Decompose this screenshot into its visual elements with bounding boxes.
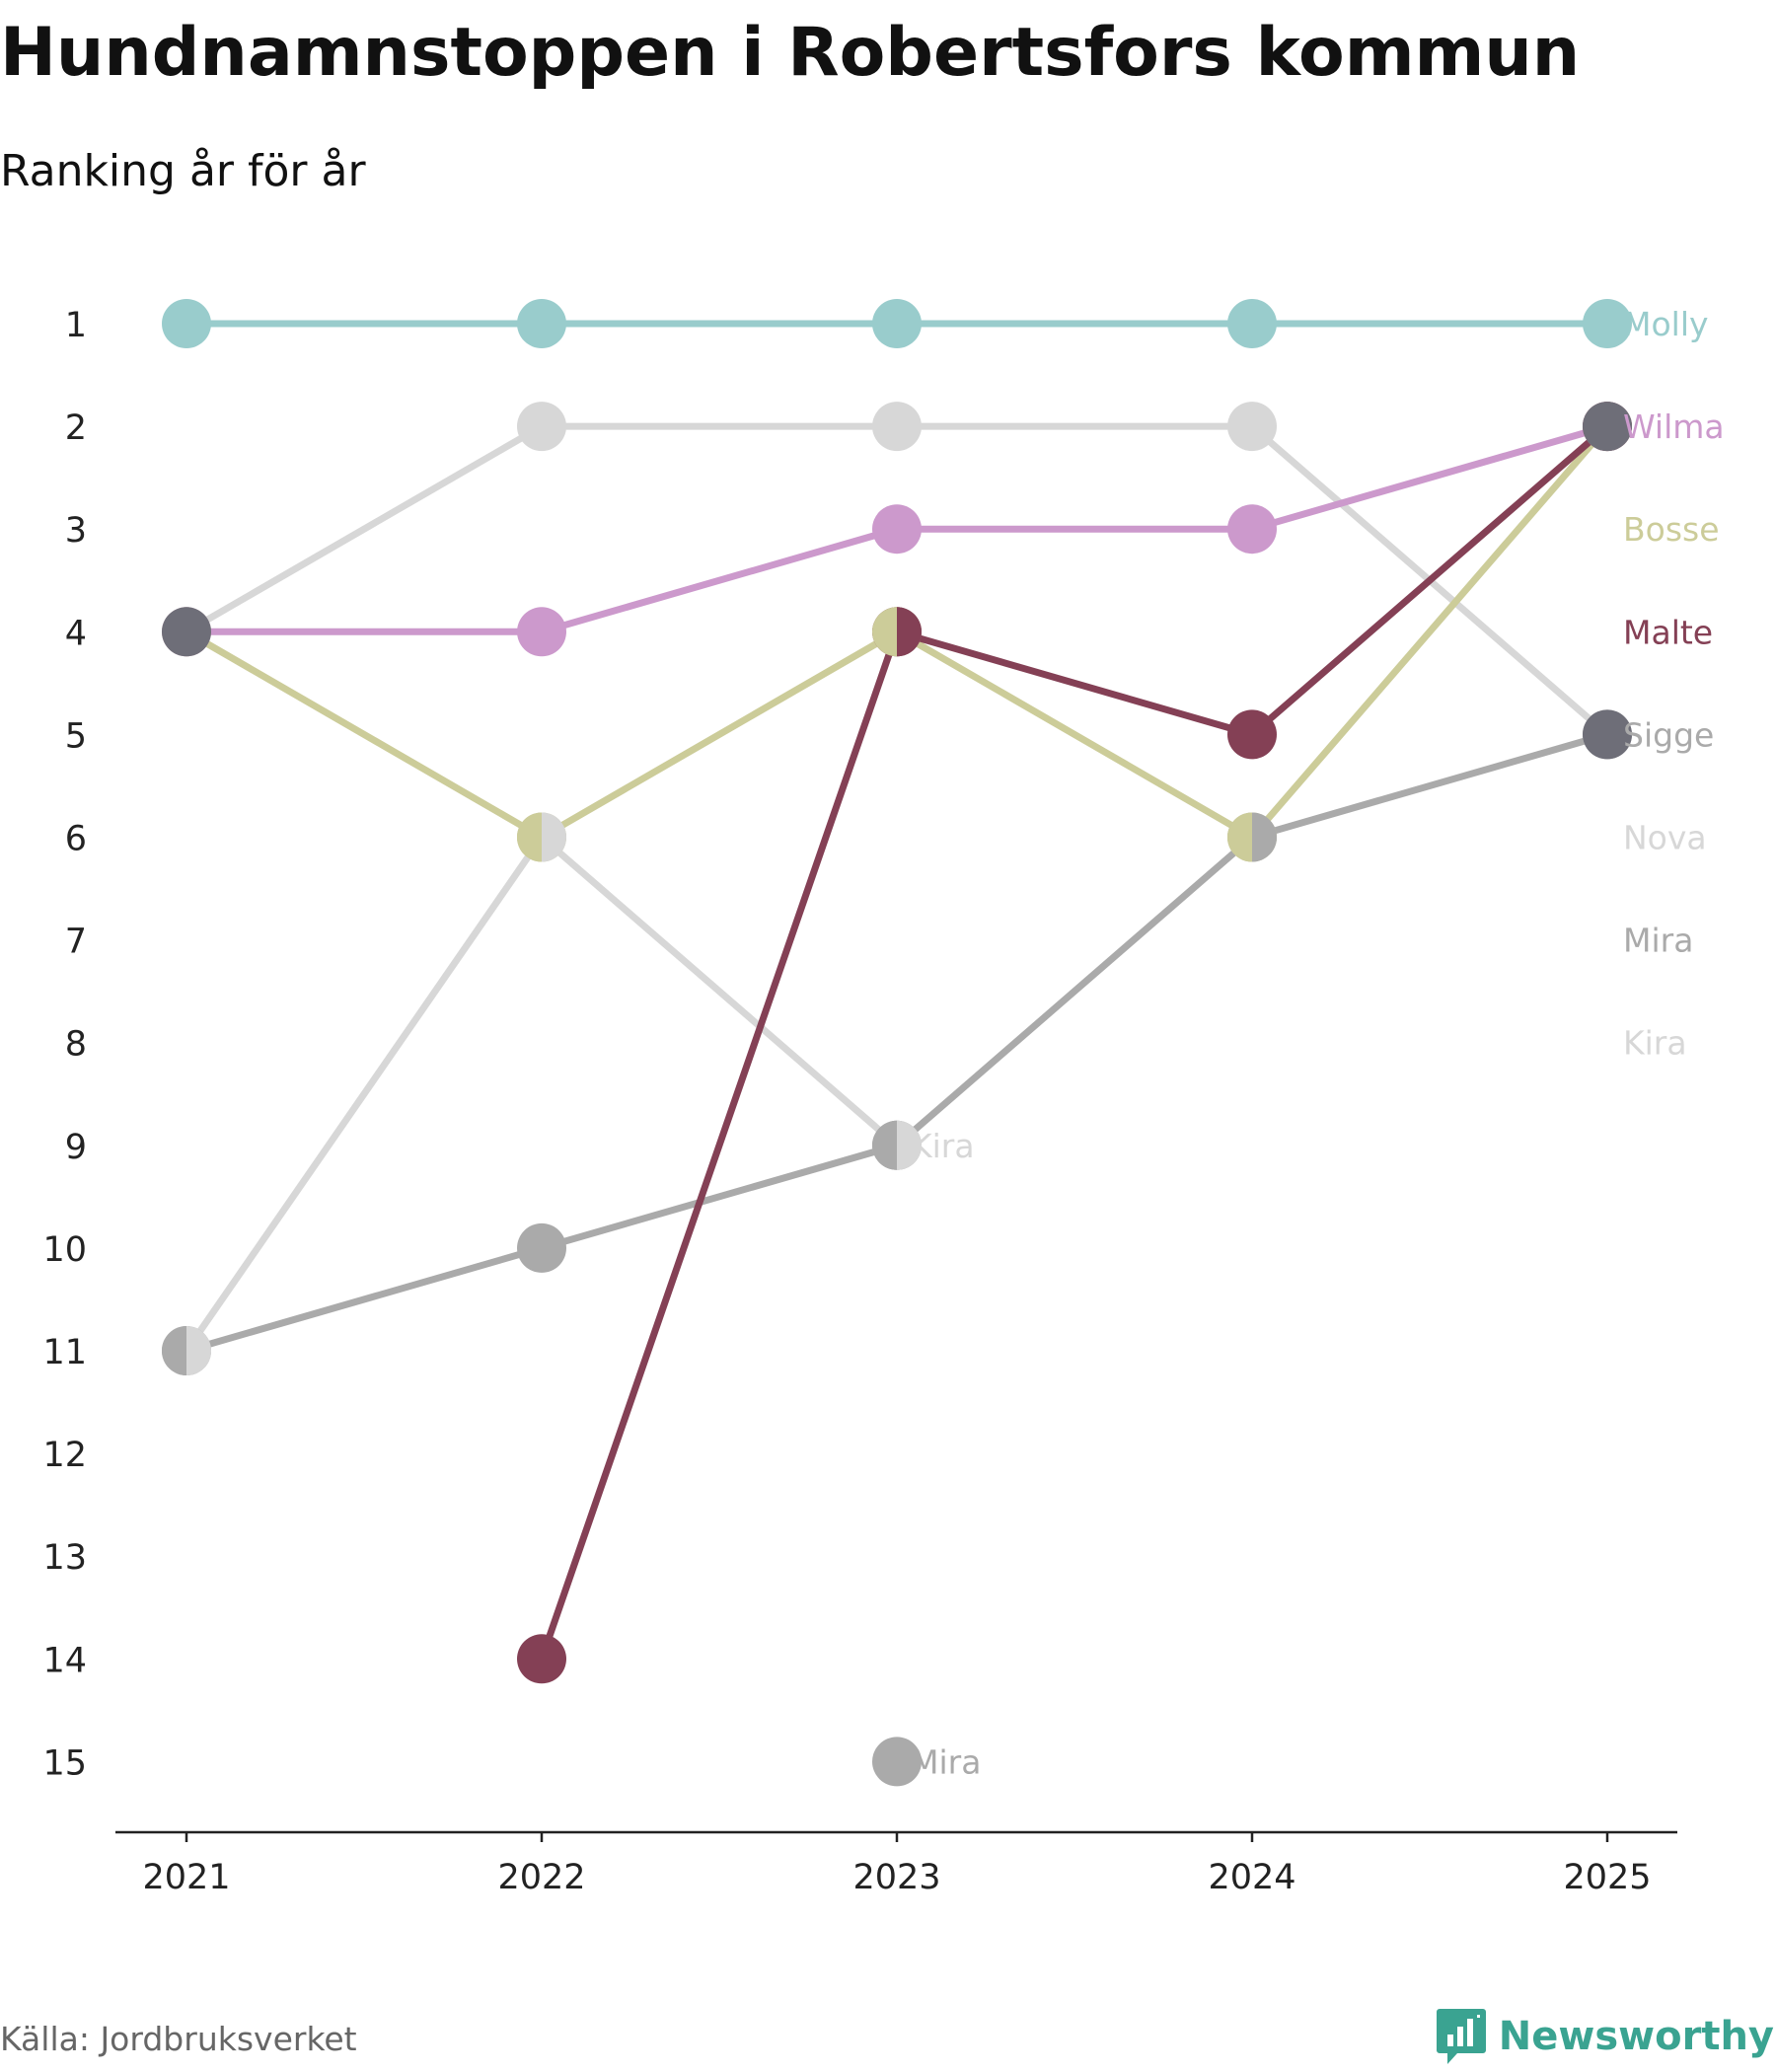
data-point — [517, 402, 566, 452]
series-line-segment — [893, 628, 1256, 738]
brand-logo: Newsworthy — [1436, 2007, 1774, 2066]
split-point — [1227, 812, 1277, 862]
y-tick-label: 11 — [42, 1333, 87, 1372]
y-tick-label: 15 — [42, 1743, 87, 1783]
bar-chart-speech-bubble-icon — [1436, 2009, 1486, 2064]
series-malte — [538, 422, 1611, 1663]
series-label-sigge: Sigge — [1623, 715, 1714, 754]
data-point — [517, 299, 566, 348]
x-tick-label: 2022 — [497, 1858, 585, 1897]
y-tick-label: 13 — [42, 1538, 87, 1578]
data-point — [872, 504, 922, 555]
y-tick-label: 8 — [65, 1025, 87, 1065]
data-point — [517, 1222, 566, 1273]
split-point-right — [1252, 812, 1277, 862]
points-sigge — [872, 1737, 922, 1787]
series-line-segment — [183, 422, 546, 635]
data-point — [872, 1737, 922, 1787]
y-tick-label: 1 — [65, 306, 87, 345]
inline-label-kira: Kira — [911, 1127, 975, 1165]
split-point — [872, 607, 922, 657]
data-point — [1227, 299, 1277, 348]
series-line-segment — [1248, 422, 1611, 841]
x-tick-label: 2023 — [852, 1858, 940, 1897]
shared-point — [1583, 709, 1632, 760]
x-tick-label: 2024 — [1208, 1858, 1295, 1897]
x-tick-label: 2025 — [1563, 1858, 1651, 1897]
series-bosse — [183, 422, 1611, 841]
y-tick-label: 10 — [42, 1230, 87, 1270]
y-tick-label: 6 — [65, 820, 87, 859]
data-point — [872, 299, 922, 348]
split-point-right — [897, 607, 922, 657]
series-line-segment — [893, 628, 1256, 841]
y-tick-label: 9 — [65, 1128, 87, 1167]
series-line-segment — [538, 834, 901, 1149]
y-tick-label: 5 — [65, 716, 87, 756]
data-point — [162, 299, 211, 348]
series-kira — [183, 834, 901, 1355]
points-nova — [162, 402, 1632, 760]
series-label-molly: Molly — [1623, 305, 1709, 343]
split-point-right — [542, 812, 566, 862]
series-line-segment — [893, 834, 1256, 1149]
points-molly — [162, 299, 1632, 348]
chart-subtitle: Ranking år för år — [0, 146, 366, 196]
data-point — [1227, 504, 1277, 555]
y-tick-label: 2 — [65, 408, 87, 448]
y-tick-label: 4 — [65, 614, 87, 653]
series-line-segment — [538, 525, 901, 635]
series-line-segment — [1248, 422, 1611, 738]
shared-point — [1583, 402, 1632, 452]
series-line-segment — [1248, 730, 1611, 841]
brand-name: Newsworthy — [1498, 2014, 1774, 2059]
series-label-bosse: Bosse — [1623, 510, 1720, 549]
split-point — [162, 1326, 211, 1375]
split-point-left — [162, 1326, 186, 1375]
shared-point — [162, 607, 211, 657]
chart-title: Hundnamnstoppen i Robertsfors kommun — [0, 14, 1581, 92]
series-line-segment — [538, 628, 901, 1663]
split-point — [517, 812, 566, 862]
y-tick-label: 3 — [65, 511, 87, 551]
data-point — [872, 402, 922, 452]
inline-label-mira: Mira — [911, 1742, 981, 1781]
data-point — [517, 1634, 566, 1684]
split-point — [872, 1120, 922, 1170]
series-label-wilma: Wilma — [1623, 407, 1725, 446]
split-point-left — [1227, 812, 1252, 862]
series-wilma — [183, 422, 1611, 635]
data-point — [1227, 402, 1277, 452]
y-tick-label: 7 — [65, 923, 87, 962]
split-point-left — [517, 812, 542, 862]
series-line-segment — [538, 628, 901, 841]
series-label-mira: Mira — [1623, 922, 1693, 960]
split-point-right — [186, 1326, 211, 1375]
series-line-segment — [1248, 422, 1611, 533]
series-line-segment — [183, 834, 546, 1355]
series-nova — [183, 422, 1611, 738]
series-label-nova: Nova — [1623, 819, 1707, 857]
series-line-segment — [183, 1244, 546, 1355]
y-tick-label: 12 — [42, 1436, 87, 1475]
x-tick-label: 2021 — [142, 1858, 230, 1897]
points-mira — [162, 709, 1632, 1375]
series-label-kira: Kira — [1623, 1024, 1687, 1063]
y-tick-label: 14 — [42, 1641, 87, 1680]
data-point — [1583, 299, 1632, 348]
data-point — [517, 607, 566, 657]
series-line-segment — [538, 1142, 901, 1252]
source-note: Källa: Jordbruksverket — [0, 2020, 357, 2058]
split-point-left — [872, 607, 897, 657]
series-label-malte: Malte — [1623, 613, 1713, 651]
data-point — [1227, 709, 1277, 760]
split-point-right — [897, 1120, 922, 1170]
split-point-left — [872, 1120, 897, 1170]
series-line-segment — [183, 628, 546, 841]
series-mira — [183, 730, 1611, 1355]
